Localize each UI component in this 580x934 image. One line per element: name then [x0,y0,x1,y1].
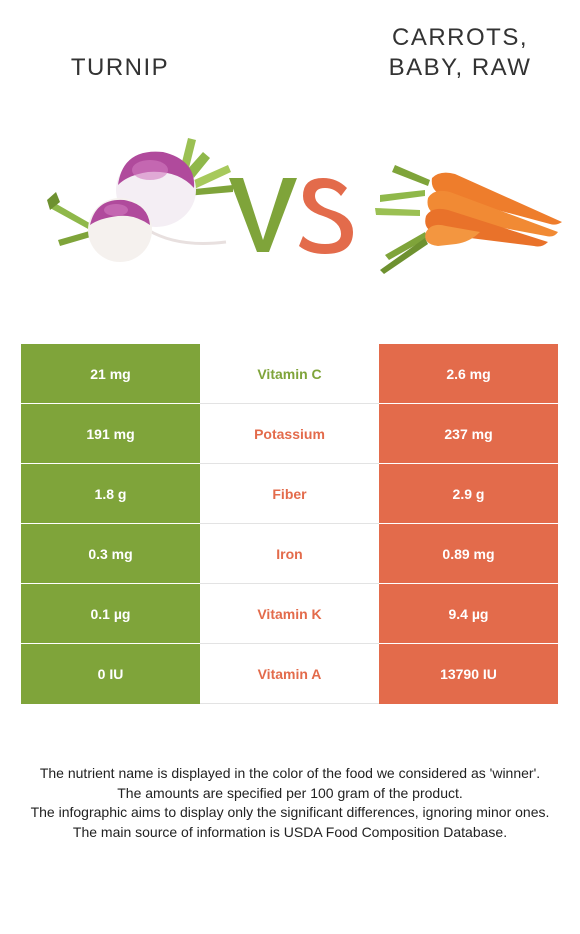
right-value: 9.4 µg [379,583,558,644]
comparison-table: 21 mg Vitamin C 2.6 mg 191 mg Potassium 237 m… [21,344,558,704]
footnote-aim: The infographic aims to display only the… [30,804,550,820]
right-value: 237 mg [379,403,558,464]
comparison-row: 0.3 mg Iron 0.89 mg [21,523,558,584]
nutrient-name: Vitamin A [200,643,379,704]
comparison-row: 0.1 µg Vitamin K 9.4 µg [21,583,558,644]
left-value: 0.3 mg [21,523,200,584]
right-value: 2.9 g [379,463,558,524]
left-value: 21 mg [21,344,200,404]
nutrient-name: Fiber [200,463,379,524]
nutrient-name: Vitamin K [200,583,379,644]
right-value: 2.6 mg [379,344,558,404]
nutrient-name: Potassium [200,403,379,464]
left-value: 0.1 µg [21,583,200,644]
left-value: 191 mg [21,403,200,464]
comparison-row: 191 mg Potassium 237 mg [21,403,558,464]
left-food-title: TURNIP [70,54,170,81]
right-food-title: CARROTS, BABY, RAW [388,24,532,81]
right-value: 13790 IU [379,643,558,704]
comparison-row: 0 IU Vitamin A 13790 IU [21,643,558,704]
left-value: 0 IU [21,643,200,704]
footnote-source: The main source of information is USDA F… [72,823,508,840]
comparison-row: 21 mg Vitamin C 2.6 mg [21,344,558,404]
vs-graphic: VS [229,178,353,254]
footnote-amounts: The amounts are specified per 100 gram o… [117,784,463,801]
comparison-row: 1.8 g Fiber 2.9 g [21,463,558,524]
left-value: 1.8 g [21,463,200,524]
nutrient-name: Vitamin C [200,344,379,404]
footnotes: The nutrient name is displayed in the co… [20,764,560,842]
footnote-winner: The nutrient name is displayed in the co… [39,765,541,781]
carrot-image [375,165,562,274]
nutrient-name: Iron [200,523,379,584]
turnip-image [47,138,233,262]
right-value: 0.89 mg [379,523,558,584]
